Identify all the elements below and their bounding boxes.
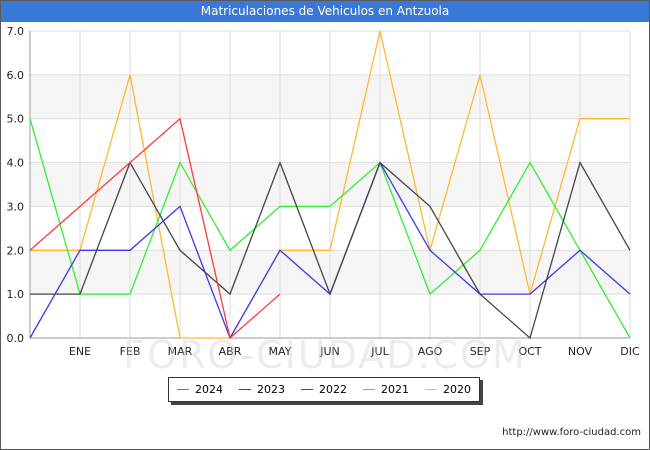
chart-title: Matriculaciones de Vehiculos en Antzuola xyxy=(1,1,649,22)
legend-label: 2022 xyxy=(319,383,347,396)
series-line-2024 xyxy=(29,117,281,340)
x-tick-label: MAY xyxy=(269,345,292,358)
legend-swatch xyxy=(177,389,189,390)
legend-item-2024: 2024 xyxy=(177,383,223,396)
legend-swatch xyxy=(301,389,313,390)
legend: 2024 2023 2022 2021 2020 xyxy=(168,377,480,402)
x-tick-label: ABR xyxy=(219,345,242,358)
x-tick-label: FEB xyxy=(120,345,141,358)
legend-label: 2020 xyxy=(443,383,471,396)
legend-label: 2024 xyxy=(195,383,223,396)
x-tick-label: OCT xyxy=(518,345,541,358)
x-tick-label: ENE xyxy=(69,345,91,358)
series-line-2021 xyxy=(29,118,631,339)
legend-swatch xyxy=(363,389,375,390)
source-credit: http://www.foro-ciudad.com xyxy=(502,427,641,438)
y-tick-label: 6.0 xyxy=(7,69,25,82)
x-tick-label: AGO xyxy=(418,345,443,358)
x-tick-label: SEP xyxy=(470,345,491,358)
y-tick-label: 2.0 xyxy=(7,244,25,257)
legend-item-2023: 2023 xyxy=(239,383,285,396)
y-tick-label: 0.0 xyxy=(7,332,25,345)
x-tick-label: JUN xyxy=(319,345,340,358)
x-tick-label: JUL xyxy=(370,345,389,358)
y-tick-label: 5.0 xyxy=(7,113,25,126)
y-tick-label: 4.0 xyxy=(7,157,25,170)
y-tick-label: 3.0 xyxy=(7,200,25,213)
legend-item-2020: 2020 xyxy=(425,383,471,396)
legend-swatch xyxy=(239,389,251,390)
legend-item-2021: 2021 xyxy=(363,383,409,396)
x-tick-label: NOV xyxy=(568,345,593,358)
x-tick-label: MAR xyxy=(168,345,193,358)
legend-label: 2023 xyxy=(257,383,285,396)
legend-label: 2021 xyxy=(381,383,409,396)
legend-swatch xyxy=(425,389,437,390)
x-tick-label: DIC xyxy=(620,345,640,358)
y-tick-label: 7.0 xyxy=(7,25,25,38)
y-tick-label: 1.0 xyxy=(7,288,25,301)
legend-item-2022: 2022 xyxy=(301,383,347,396)
watermark: FORO-CIUDAD.COM xyxy=(123,333,527,377)
